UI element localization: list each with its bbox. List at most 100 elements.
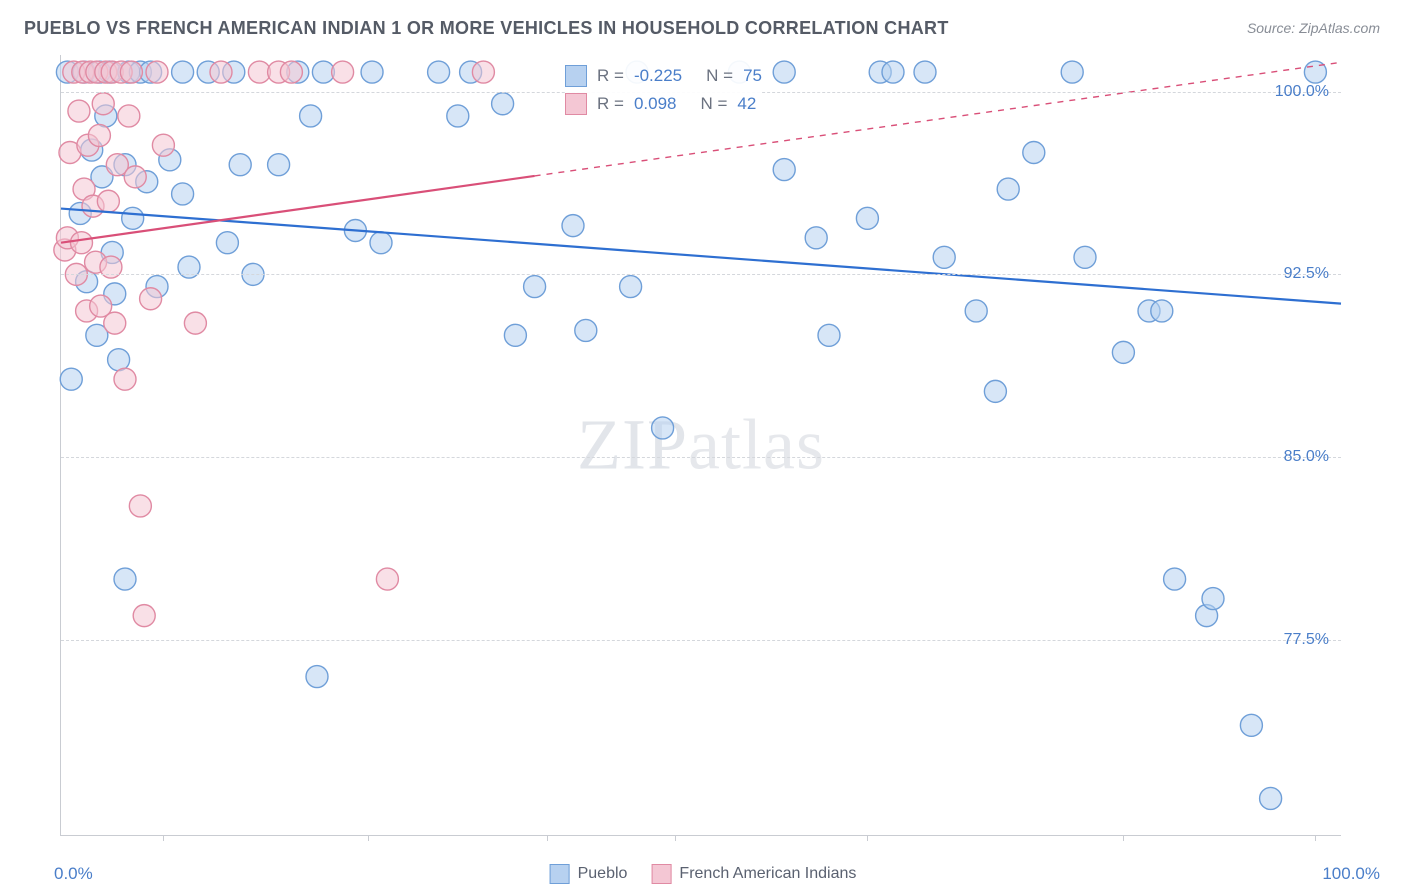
data-point (1023, 142, 1045, 164)
data-point (140, 288, 162, 310)
stats-n-label: N = (700, 90, 727, 118)
data-point (984, 380, 1006, 402)
data-point (882, 61, 904, 83)
data-point (492, 93, 514, 115)
legend-swatch (651, 864, 671, 884)
stats-n-value: 42 (737, 90, 756, 118)
data-point (965, 300, 987, 322)
data-point (773, 159, 795, 181)
data-point (146, 61, 168, 83)
data-point (129, 495, 151, 517)
x-axis-end-label: 100.0% (1322, 864, 1380, 884)
data-point (376, 568, 398, 590)
legend-item: French American Indians (651, 864, 856, 884)
data-point (184, 312, 206, 334)
data-point (652, 417, 674, 439)
stats-r-value: -0.225 (634, 62, 682, 90)
data-point (914, 61, 936, 83)
data-point (361, 61, 383, 83)
legend-swatch (565, 93, 587, 115)
data-point (370, 232, 392, 254)
legend-label: French American Indians (679, 865, 856, 883)
y-tick-label: 77.5% (1284, 631, 1329, 649)
data-point (1112, 341, 1134, 363)
legend-swatch (565, 65, 587, 87)
y-tick-label: 92.5% (1284, 265, 1329, 283)
legend-label: Pueblo (578, 865, 628, 883)
x-tick (368, 835, 369, 841)
data-point (104, 312, 126, 334)
data-point (447, 105, 469, 127)
data-point (300, 105, 322, 127)
stats-r-label: R = (597, 90, 624, 118)
source-label: Source: ZipAtlas.com (1247, 20, 1380, 36)
x-tick (1123, 835, 1124, 841)
plot-svg (61, 55, 1341, 835)
data-point (118, 105, 140, 127)
data-point (210, 61, 232, 83)
gridline (61, 640, 1341, 641)
data-point (172, 183, 194, 205)
data-point (332, 61, 354, 83)
chart-title: PUEBLO VS FRENCH AMERICAN INDIAN 1 OR MO… (24, 18, 949, 39)
data-point (1074, 246, 1096, 268)
legend-swatch (550, 864, 570, 884)
y-tick-label: 85.0% (1284, 448, 1329, 466)
stats-r-value: 0.098 (634, 90, 677, 118)
data-point (108, 349, 130, 371)
data-point (60, 368, 82, 390)
data-point (472, 61, 494, 83)
gridline (61, 457, 1341, 458)
data-point (428, 61, 450, 83)
stats-legend: R =-0.225N =75R = 0.098N =42 (565, 60, 762, 120)
stats-n-value: 75 (743, 62, 762, 90)
data-point (773, 61, 795, 83)
data-point (933, 246, 955, 268)
trend-line (61, 209, 1341, 304)
data-point (1061, 61, 1083, 83)
data-point (229, 154, 251, 176)
data-point (1202, 588, 1224, 610)
gridline (61, 274, 1341, 275)
bottom-legend: Pueblo French American Indians (550, 864, 857, 884)
x-tick (163, 835, 164, 841)
data-point (524, 276, 546, 298)
data-point (1151, 300, 1173, 322)
data-point (1260, 787, 1282, 809)
data-point (620, 276, 642, 298)
legend-item: Pueblo (550, 864, 628, 884)
data-point (504, 324, 526, 346)
x-tick (867, 835, 868, 841)
data-point (68, 100, 90, 122)
stats-r-label: R = (597, 62, 624, 90)
x-axis-start-label: 0.0% (54, 864, 93, 884)
data-point (124, 166, 146, 188)
data-point (818, 324, 840, 346)
stats-legend-row: R = 0.098 N = 42 (565, 90, 762, 118)
data-point (133, 605, 155, 627)
data-point (88, 124, 110, 146)
data-point (280, 61, 302, 83)
data-point (70, 232, 92, 254)
data-point (122, 207, 144, 229)
x-tick (675, 835, 676, 841)
x-tick (547, 835, 548, 841)
plot-area: ZIPatlas 77.5%85.0%92.5%100.0% (60, 55, 1341, 836)
data-point (216, 232, 238, 254)
stats-n-label: N = (706, 62, 733, 90)
data-point (1240, 714, 1262, 736)
data-point (575, 319, 597, 341)
data-point (172, 61, 194, 83)
data-point (152, 134, 174, 156)
data-point (306, 666, 328, 688)
data-point (1164, 568, 1186, 590)
x-tick (1315, 835, 1316, 841)
y-tick-label: 100.0% (1275, 83, 1329, 101)
data-point (114, 568, 136, 590)
data-point (856, 207, 878, 229)
data-point (805, 227, 827, 249)
data-point (92, 93, 114, 115)
correlation-chart: PUEBLO VS FRENCH AMERICAN INDIAN 1 OR MO… (0, 0, 1406, 892)
data-point (114, 368, 136, 390)
data-point (562, 215, 584, 237)
